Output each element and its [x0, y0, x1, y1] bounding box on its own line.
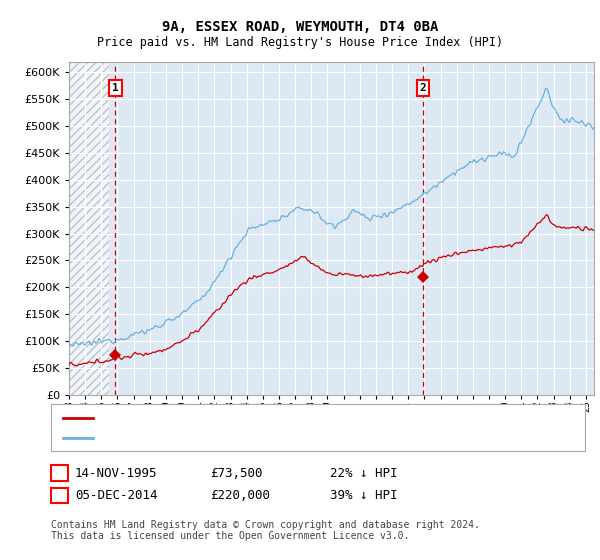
Text: 1: 1	[112, 83, 119, 94]
Text: Price paid vs. HM Land Registry's House Price Index (HPI): Price paid vs. HM Land Registry's House …	[97, 36, 503, 49]
Text: 14-NOV-1995: 14-NOV-1995	[75, 466, 157, 480]
Text: 39% ↓ HPI: 39% ↓ HPI	[330, 489, 398, 502]
Text: 9A, ESSEX ROAD, WEYMOUTH, DT4 0BA: 9A, ESSEX ROAD, WEYMOUTH, DT4 0BA	[162, 20, 438, 34]
Bar	[69, 62, 109, 395]
Text: 1: 1	[56, 466, 63, 480]
Text: 2: 2	[420, 83, 427, 94]
Text: 2: 2	[56, 489, 63, 502]
Text: 22% ↓ HPI: 22% ↓ HPI	[330, 466, 398, 480]
Text: £220,000: £220,000	[210, 489, 270, 502]
Text: HPI: Average price, detached house, Dorset: HPI: Average price, detached house, Dors…	[99, 433, 383, 443]
Text: 05-DEC-2014: 05-DEC-2014	[75, 489, 157, 502]
Text: Contains HM Land Registry data © Crown copyright and database right 2024.
This d: Contains HM Land Registry data © Crown c…	[51, 520, 480, 542]
Text: £73,500: £73,500	[210, 466, 263, 480]
Text: 9A, ESSEX ROAD, WEYMOUTH, DT4 0BA (detached house): 9A, ESSEX ROAD, WEYMOUTH, DT4 0BA (detac…	[99, 413, 437, 423]
